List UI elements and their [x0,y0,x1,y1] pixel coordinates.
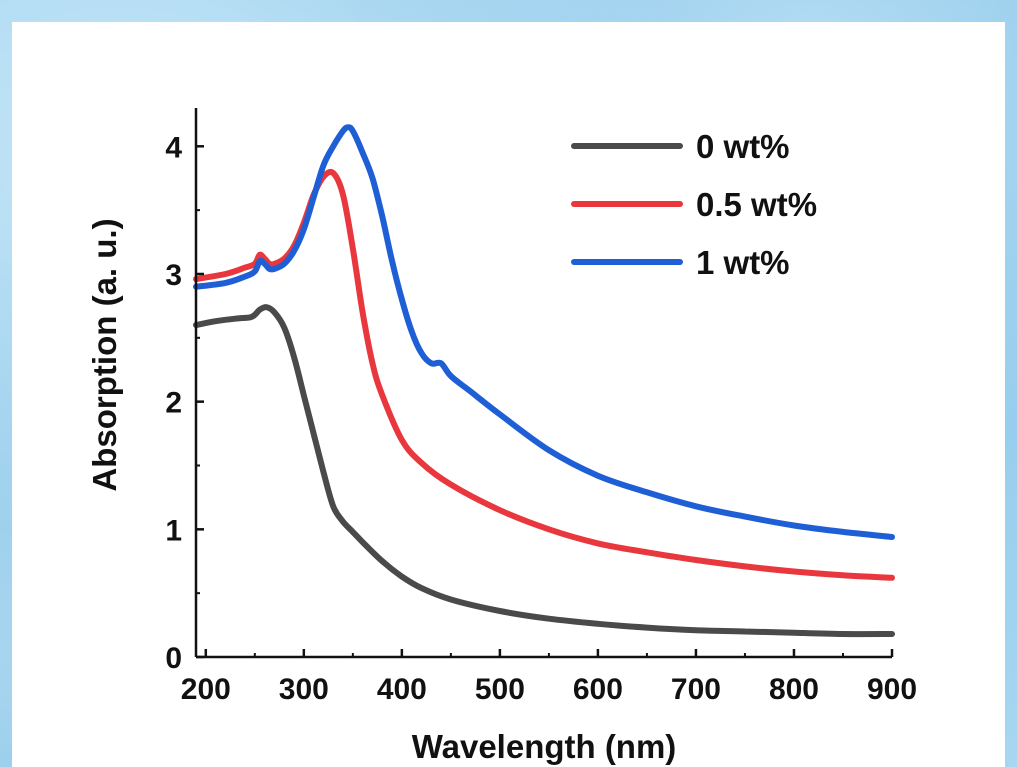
chart-panel [12,22,1005,767]
y-axis-title: Absorption (a. u.) [86,218,123,491]
x-tick-label: 700 [671,673,721,706]
legend-label-1-wt: 1 wt% [696,244,790,281]
y-tick-label: 2 [165,387,182,420]
x-tick-label: 900 [867,673,917,706]
x-axis-title: Wavelength (nm) [412,728,677,765]
y-tick-label: 3 [165,259,182,292]
legend-label-0-wt: 0 wt% [696,128,790,165]
x-tick-label: 400 [377,673,427,706]
series-line-0-wt [193,304,895,638]
x-tick-label: 300 [279,673,329,706]
x-tick-label: 500 [475,673,525,706]
series-layer [193,124,895,638]
axes-layer: 200 300 400 500 600 700 800 900 0 1 2 3 4 [165,108,917,706]
series-line-1-wt [193,124,895,540]
y-tick-label: 0 [165,642,182,675]
legend: 0 wt% 0.5 wt% 1 wt% [571,128,817,281]
y-tick-label: 1 [165,514,182,547]
series-line-0-5-wt [193,168,895,581]
y-tick-label: 4 [165,131,182,164]
x-tick-label: 800 [769,673,819,706]
x-tick-label: 200 [181,673,231,706]
legend-label-0-5-wt: 0.5 wt% [696,186,817,223]
x-tick-label: 600 [573,673,623,706]
